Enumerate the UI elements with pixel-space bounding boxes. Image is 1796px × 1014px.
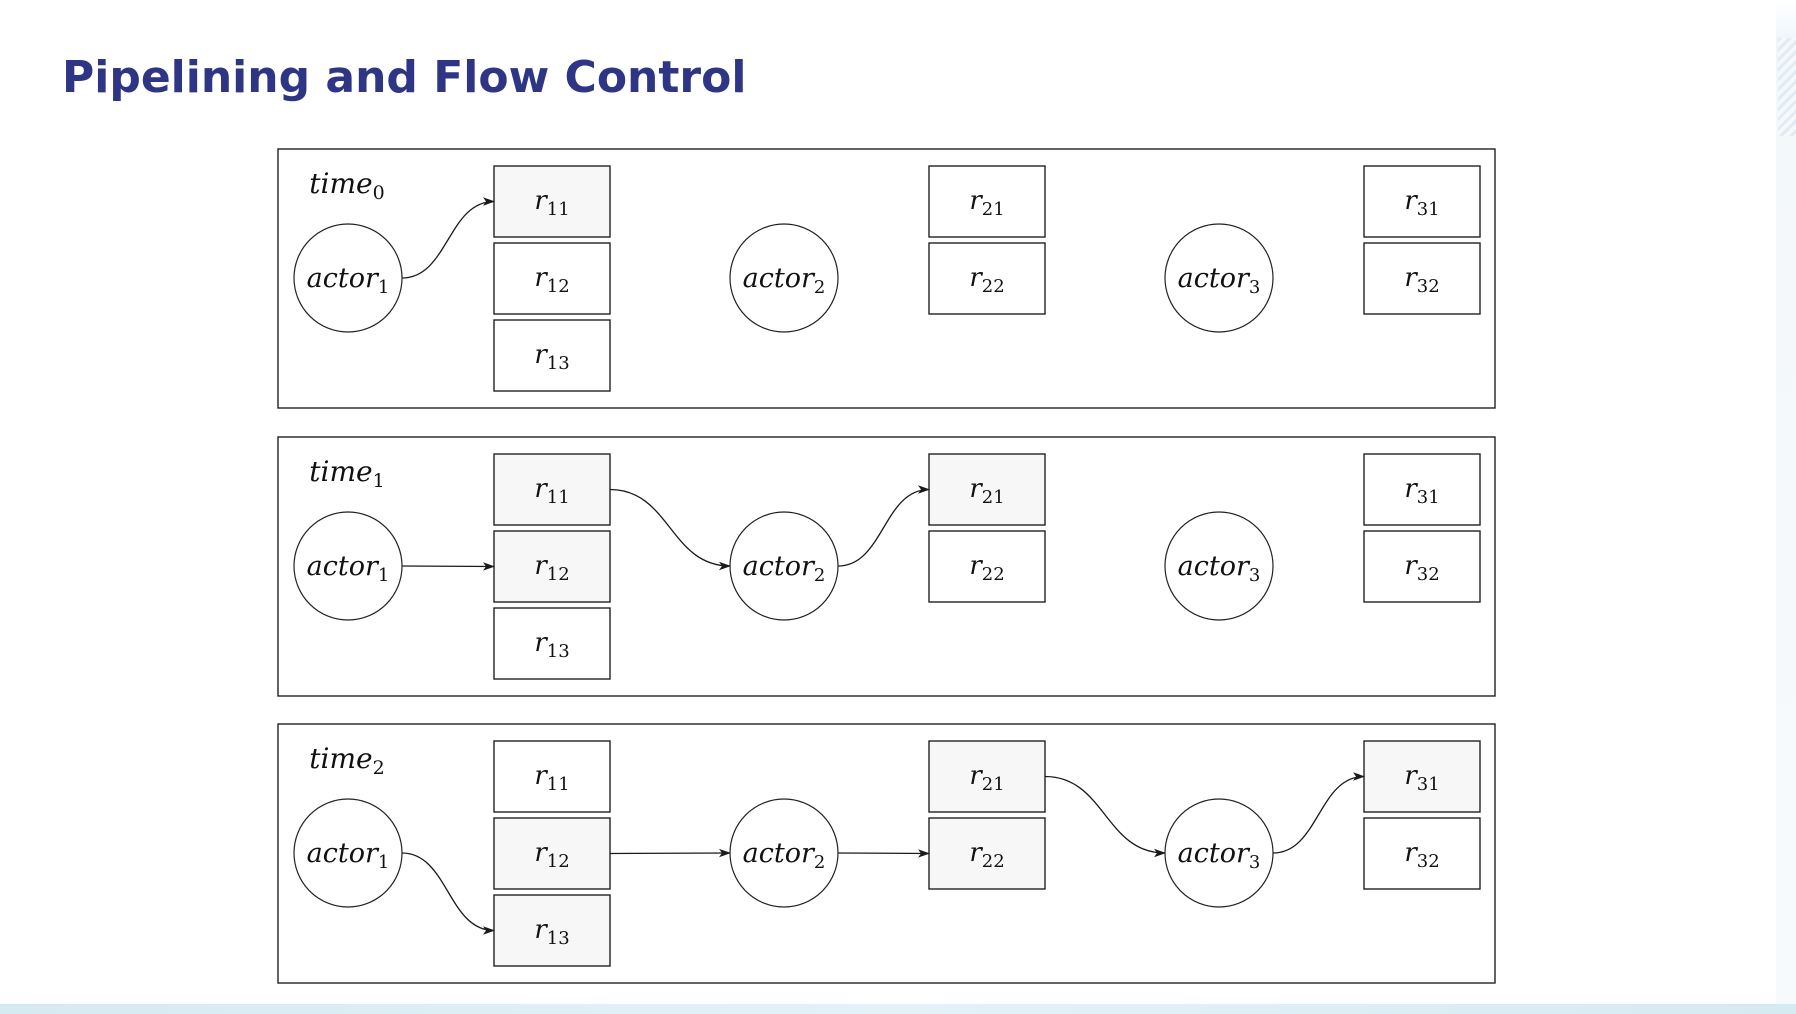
arrow-r21-to-actor3 <box>1044 775 1166 858</box>
queue-box-r11 <box>493 740 611 813</box>
actor-label-3: actor3 <box>1178 838 1261 873</box>
actor-node-2 <box>729 223 839 333</box>
actor-node-3 <box>1164 511 1274 621</box>
actor-label-2: actor2 <box>743 551 826 586</box>
queue-label-r22: r22 <box>969 551 1004 585</box>
arrow-actor2-to-r21 <box>837 485 930 567</box>
queue-box-r11 <box>493 453 611 526</box>
arrow-actor1-to-r13 <box>401 852 495 935</box>
queue-label-r11: r11 <box>534 474 569 508</box>
queue-label-r12: r12 <box>534 263 569 297</box>
queue-label-r32: r32 <box>1404 263 1439 297</box>
time-panel-0: time0 r11 r12 r13 r21 r22 r31 r32 actor1 actor2 ac… <box>277 148 1496 409</box>
queue-box-r21 <box>928 165 1046 238</box>
queue-label-r13: r13 <box>534 340 569 374</box>
queue-box-r21 <box>928 740 1046 813</box>
time-label: time0 <box>309 167 384 204</box>
actor-label-1: actor1 <box>307 551 390 586</box>
queue-box-r12 <box>493 242 611 315</box>
right-edge-strip <box>1776 0 1796 1004</box>
arrow-actor1-to-r12 <box>401 562 495 571</box>
arrow-r12-to-actor2 <box>609 848 731 858</box>
queue-label-r22: r22 <box>969 263 1004 297</box>
arrow-actor1-to-r11 <box>401 197 495 279</box>
time-panel-2: time2 r11 r12 r13 r21 r22 r31 r32 actor1 actor2 ac… <box>277 723 1496 984</box>
decorative-pattern <box>1778 38 1796 136</box>
time-label: time2 <box>309 742 384 779</box>
queue-label-r11: r11 <box>534 186 569 220</box>
queue-box-r21 <box>928 453 1046 526</box>
queue-label-r13: r13 <box>534 915 569 949</box>
actor-label-1: actor1 <box>307 263 390 298</box>
queue-label-r32: r32 <box>1404 838 1439 872</box>
panel-frame <box>277 436 1496 697</box>
arrow-actor3-to-r31 <box>1272 772 1365 854</box>
actor-label-3: actor3 <box>1178 263 1261 298</box>
queue-box-r32 <box>1363 817 1481 890</box>
queue-label-r11: r11 <box>534 761 569 795</box>
queue-label-r12: r12 <box>534 838 569 872</box>
arrow-actor2-to-r22 <box>837 849 930 858</box>
panel-frame <box>277 723 1496 984</box>
queue-box-r22 <box>928 242 1046 315</box>
queue-box-r22 <box>928 530 1046 603</box>
queue-label-r22: r22 <box>969 838 1004 872</box>
queue-box-r31 <box>1363 165 1481 238</box>
queue-box-r13 <box>493 607 611 680</box>
queue-label-r12: r12 <box>534 551 569 585</box>
queue-box-r32 <box>1363 530 1481 603</box>
queue-label-r21: r21 <box>969 761 1004 795</box>
actor-label-3: actor3 <box>1178 551 1261 586</box>
queue-label-r21: r21 <box>969 186 1004 220</box>
actor-label-2: actor2 <box>743 263 826 298</box>
bottom-band <box>0 1004 1796 1014</box>
queue-box-r31 <box>1363 453 1481 526</box>
slide-title: Pipelining and Flow Control <box>62 52 747 103</box>
panel-frame <box>277 148 1496 409</box>
queue-label-r21: r21 <box>969 474 1004 508</box>
arrow-r11-to-actor2 <box>609 488 731 571</box>
actor-node-3 <box>1164 223 1274 333</box>
time-panel-1: time1 r11 r12 r13 r21 r22 r31 r32 actor1 actor2 ac… <box>277 436 1496 697</box>
queue-box-r32 <box>1363 242 1481 315</box>
queue-label-r13: r13 <box>534 628 569 662</box>
queue-label-r31: r31 <box>1404 761 1439 795</box>
actor-label-2: actor2 <box>743 838 826 873</box>
queue-box-r31 <box>1363 740 1481 813</box>
queue-label-r31: r31 <box>1404 474 1439 508</box>
queue-box-r12 <box>493 530 611 603</box>
queue-label-r32: r32 <box>1404 551 1439 585</box>
actor-label-1: actor1 <box>307 838 390 873</box>
queue-box-r13 <box>493 319 611 392</box>
time-label: time1 <box>309 455 384 492</box>
queue-label-r31: r31 <box>1404 186 1439 220</box>
queue-box-r11 <box>493 165 611 238</box>
queue-box-r22 <box>928 817 1046 890</box>
